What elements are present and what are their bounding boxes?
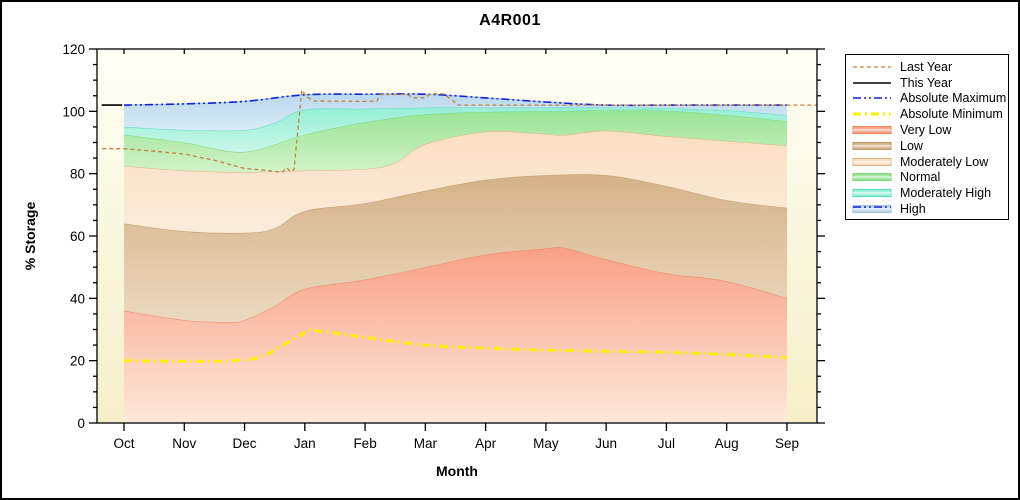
legend-item-label: This Year <box>900 75 953 90</box>
legend-item-last-year: Last Year <box>852 59 1008 75</box>
legend-line-swatch <box>853 97 891 100</box>
x-tick-label: Sep <box>775 436 799 451</box>
x-tick-label: Jun <box>595 436 617 451</box>
legend-item-label: Last Year <box>900 59 953 74</box>
x-axis-title: Month <box>436 463 478 479</box>
band-normal <box>124 110 787 173</box>
y-tick-label: 0 <box>77 416 85 431</box>
legend-line-swatch <box>853 81 891 84</box>
legend-item-label: High <box>900 202 926 217</box>
band-moderately-low <box>124 130 787 234</box>
x-tick-label: Mar <box>414 436 438 451</box>
x-tick-label: May <box>533 436 559 451</box>
legend-line-swatch <box>853 66 891 68</box>
legend-line-swatch <box>853 112 891 116</box>
band-low <box>124 174 787 323</box>
x-tick-label: Dec <box>233 436 257 451</box>
legend-band-swatch <box>852 157 892 166</box>
legend-band-swatch <box>852 189 892 198</box>
legend-item-very-low: Very Low <box>852 122 1008 138</box>
x-tick-label: Apr <box>475 436 497 451</box>
legend-band-swatch <box>852 205 892 214</box>
series-absolute-minimum <box>123 328 788 363</box>
legend-band-swatch <box>852 126 892 135</box>
legend-item-label: Low <box>900 138 923 153</box>
legend: Last Year This Year Absolute Maximum Absolu… <box>845 54 1009 220</box>
legend-item-absolute-minimum: Absolute Minimum <box>852 106 1008 122</box>
series-absolute-maximum <box>123 93 787 107</box>
legend-item-moderately-high: Moderately High <box>852 185 1008 201</box>
y-tick-label: 20 <box>70 354 85 369</box>
x-tick-label: Nov <box>172 436 196 451</box>
legend-item-label: Moderately Low <box>900 154 989 169</box>
legend-item-normal: Normal <box>852 170 1008 186</box>
y-tick-label: 40 <box>70 291 85 306</box>
x-tick-label: Feb <box>353 436 376 451</box>
legend-item-absolute-maximum: Absolute Maximum <box>852 91 1008 107</box>
legend-item-label: Absolute Maximum <box>900 91 1007 106</box>
legend-band-swatch <box>852 141 892 150</box>
y-tick-label: 100 <box>62 104 85 119</box>
band-moderately-high <box>124 107 787 153</box>
legend-item-moderately-low: Moderately Low <box>852 154 1008 170</box>
series-last-year <box>102 88 818 174</box>
legend-item-label: Moderately High <box>900 186 992 201</box>
legend-item-label: Absolute Minimum <box>900 107 1003 122</box>
legend-item-label: Very Low <box>900 123 952 138</box>
x-tick-label: Jan <box>294 436 316 451</box>
x-tick-label: Aug <box>715 436 739 451</box>
band-high <box>124 93 787 131</box>
x-tick-label: Jul <box>658 436 675 451</box>
legend-item-this-year: This Year <box>852 75 1008 91</box>
y-tick-label: 60 <box>70 229 85 244</box>
legend-item-low: Low <box>852 138 1008 154</box>
chart-title: A4R001 <box>479 12 541 29</box>
legend-item-high: High <box>852 201 1008 217</box>
legend-band-swatch <box>852 173 892 182</box>
x-tick-label: Oct <box>113 436 134 451</box>
y-tick-label: 120 <box>62 42 85 57</box>
y-tick-label: 80 <box>70 167 85 182</box>
band-very-low <box>124 246 787 423</box>
legend-item-label: Normal <box>900 170 941 185</box>
